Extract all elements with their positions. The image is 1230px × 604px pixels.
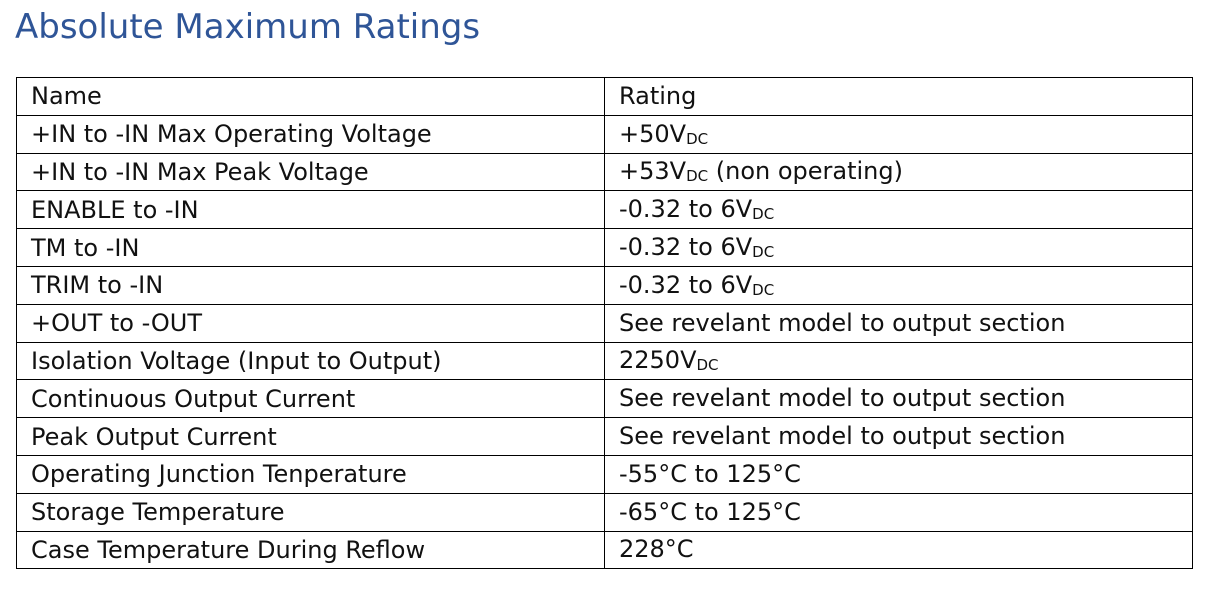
rating-cell: -0.32 to 6VDC [604, 265, 1193, 305]
rating-value: 2250V [619, 346, 697, 375]
rating-cell: -55°C to 125°C [604, 454, 1193, 494]
table-row: TRIM to -IN -0.32 to 6VDC [16, 265, 1193, 305]
name-cell: Operating Junction Tenperature [16, 454, 605, 494]
name-cell: Continuous Output Current [16, 379, 605, 419]
name-text: Storage Temperature [31, 498, 285, 527]
table-row: TM to -IN -0.32 to 6VDC [16, 228, 1193, 267]
ratings-table: Name Rating +IN to -IN Max Operating Vol… [16, 77, 1193, 570]
name-text: TM to -IN [31, 233, 140, 262]
rating-subscript: DC [752, 280, 775, 299]
table-row: +IN to -IN Max Peak Voltage +53VDC (non … [16, 152, 1193, 192]
rating-subscript: DC [752, 243, 775, 262]
rating-subscript: DC [752, 205, 775, 224]
rating-value: See revelant model to output section [619, 422, 1066, 451]
column-header-rating: Rating [604, 77, 1193, 116]
rating-value: -65°C to 125°C [619, 497, 801, 526]
name-text: Case Temperature During Reflow [31, 535, 426, 564]
table-row: Peak Output Current See revelant model t… [16, 417, 1193, 456]
rating-cell: -65°C to 125°C [604, 492, 1193, 532]
name-text: Operating Junction Tenperature [31, 460, 407, 489]
name-text: Isolation Voltage (Input to Output) [31, 346, 442, 375]
ratings-table-body: Name Rating +IN to -IN Max Operating Vol… [16, 77, 1193, 570]
name-text: Continuous Output Current [31, 384, 356, 413]
rating-value: 228°C [619, 535, 694, 564]
rating-cell: 2250VDC [604, 341, 1193, 381]
table-row: ENABLE to -IN -0.32 to 6VDC [16, 190, 1193, 230]
name-cell: TM to -IN [16, 228, 605, 267]
table-row: +IN to -IN Max Operating Voltage +50VDC [16, 114, 1193, 154]
rating-cell: -0.32 to 6VDC [604, 228, 1193, 267]
table-row: Storage Temperature -65°C to 125°C [16, 492, 1193, 532]
table-row: Continuous Output Current See revelant m… [16, 379, 1193, 419]
rating-subscript: DC [686, 167, 709, 186]
name-cell: +IN to -IN Max Peak Voltage [16, 152, 605, 192]
rating-value: -55°C to 125°C [619, 459, 801, 488]
rating-cell: See revelant model to output section [604, 379, 1193, 419]
name-cell: Isolation Voltage (Input to Output) [16, 341, 605, 381]
rating-value: -0.32 to 6V [619, 270, 753, 299]
table-row: Isolation Voltage (Input to Output) 2250… [16, 341, 1193, 381]
name-cell: ENABLE to -IN [16, 190, 605, 230]
name-cell: Peak Output Current [16, 417, 605, 456]
name-cell: Case Temperature During Reflow [16, 530, 605, 570]
column-header-name: Name [16, 77, 605, 116]
rating-value: -0.32 to 6V [619, 233, 753, 262]
name-text: +IN to -IN Max Operating Voltage [31, 120, 432, 149]
rating-cell: 228°C [604, 530, 1193, 570]
rating-value: See revelant model to output section [619, 308, 1066, 337]
table-row: Case Temperature During Reflow 228°C [16, 530, 1193, 570]
name-text: +IN to -IN Max Peak Voltage [31, 157, 369, 186]
rating-value: -0.32 to 6V [619, 195, 753, 224]
rating-cell: -0.32 to 6VDC [604, 190, 1193, 230]
name-text: Peak Output Current [31, 422, 277, 451]
name-cell: +IN to -IN Max Operating Voltage [16, 114, 605, 154]
rating-value: +50V [619, 119, 687, 148]
name-cell: Storage Temperature [16, 492, 605, 532]
rating-cell: +50VDC [604, 114, 1193, 154]
rating-value: See revelant model to output section [619, 384, 1066, 413]
name-text: ENABLE to -IN [31, 195, 199, 224]
rating-subscript: DC [686, 129, 709, 148]
rating-subscript: DC [696, 356, 719, 375]
rating-cell: See revelant model to output section [604, 417, 1193, 456]
table-row: +OUT to -OUT See revelant model to outpu… [16, 303, 1193, 343]
rating-cell: See revelant model to output section [604, 303, 1193, 343]
name-cell: TRIM to -IN [16, 265, 605, 305]
table-header-row: Name Rating [16, 77, 1193, 116]
page-title: Absolute Maximum Ratings [15, 7, 481, 47]
table-row: Operating Junction Tenperature -55°C to … [16, 454, 1193, 494]
name-cell: +OUT to -OUT [16, 303, 605, 343]
rating-cell: +53VDC (non operating) [604, 152, 1193, 192]
rating-suffix: (non operating) [708, 157, 903, 186]
rating-value: +53V [619, 157, 687, 186]
name-text: TRIM to -IN [31, 271, 164, 300]
name-text: +OUT to -OUT [31, 309, 203, 338]
